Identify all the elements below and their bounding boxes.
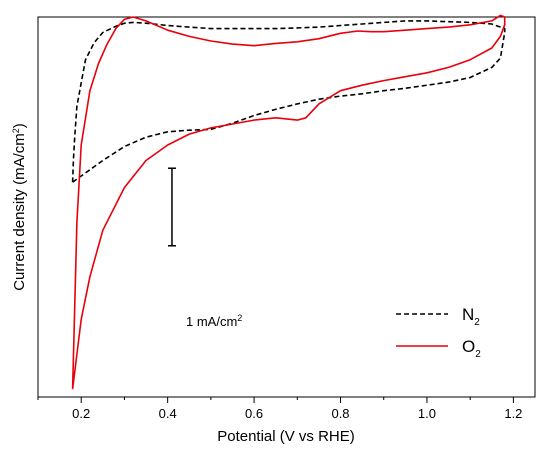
x-tick-label: 1.2 xyxy=(504,406,522,421)
scale-bar-label: 1 mA/cm2 xyxy=(186,313,242,329)
series-n2-line xyxy=(71,20,506,183)
legend-o2-sub: 2 xyxy=(475,349,481,360)
legend: N2 O2 xyxy=(396,305,481,360)
y-axis-title-main: Current density (mA/cm xyxy=(11,133,28,291)
legend-o2-label: O2 xyxy=(462,337,481,360)
tick-group: 0.2 0.4 0.6 0.8 1.0 1.2 xyxy=(37,397,522,421)
y-axis-title: Current density (mA/cm2) xyxy=(11,123,28,291)
legend-n2-name: N xyxy=(462,305,474,324)
series-group xyxy=(71,14,506,390)
x-axis-title: Potential (V vs RHE) xyxy=(217,428,355,445)
scale-bar-label-sup: 2 xyxy=(237,313,242,323)
x-tick-label: 0.4 xyxy=(159,406,177,421)
x-tick-label: 0.8 xyxy=(331,406,349,421)
x-tick-label: 1.0 xyxy=(418,406,436,421)
x-tick-label: 0.2 xyxy=(72,406,90,421)
legend-n2-label: N2 xyxy=(462,305,480,328)
y-axis-title-sup: 2 xyxy=(11,128,21,133)
plot-frame xyxy=(37,16,536,398)
scale-bar-label-main: 1 mA/cm xyxy=(186,314,237,329)
legend-o2-name: O xyxy=(462,337,475,356)
y-axis-title-close: ) xyxy=(11,123,28,128)
legend-n2-sub: 2 xyxy=(474,317,480,328)
series-o2-line xyxy=(71,14,506,390)
x-tick-label: 0.6 xyxy=(245,406,263,421)
scale-bar: 1 mA/cm2 xyxy=(167,167,242,329)
